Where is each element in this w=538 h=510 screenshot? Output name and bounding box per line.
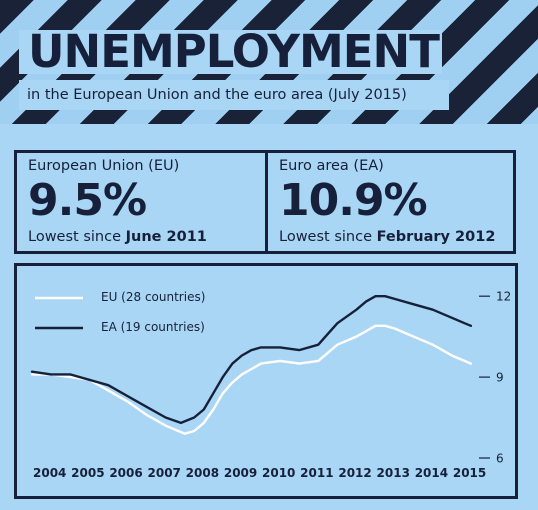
x-tick-label-2010: 2010 — [262, 466, 295, 480]
ea-stat-note: Lowest since February 2012 — [279, 229, 495, 245]
x-tick-label-2009: 2009 — [224, 466, 257, 480]
subtitle-backdrop — [19, 80, 449, 110]
ea-stat-name: Euro area (EA) — [279, 158, 384, 174]
eu-stat-note: Lowest since June 2011 — [28, 229, 207, 245]
series-line-ea — [30, 295, 473, 425]
x-tick-label-2005: 2005 — [71, 466, 104, 480]
x-tick-label-2008: 2008 — [186, 466, 219, 480]
stats-panel: European Union (EU) 9.5% Lowest since Ju… — [14, 150, 516, 254]
page-title: UNEMPLOYMENT — [28, 25, 440, 78]
eu-stat-value: 9.5% — [28, 175, 147, 226]
x-tick-label-2007: 2007 — [148, 466, 181, 480]
stat-divider — [265, 153, 268, 251]
x-tick-label-2006: 2006 — [109, 466, 142, 480]
ea-note-highlight: February 2012 — [376, 229, 496, 245]
y-tick-label-9: 9 — [496, 371, 504, 385]
ea-stat-card: Euro area (EA) 10.9% Lowest since Februa… — [279, 153, 515, 251]
eu-note-prefix: Lowest since — [28, 229, 126, 245]
x-tick-label-2012: 2012 — [338, 466, 371, 480]
eu-stat-card: European Union (EU) 9.5% Lowest since Ju… — [28, 153, 260, 251]
x-tick-label-2004: 2004 — [33, 466, 66, 480]
x-tick-label-2015: 2015 — [453, 466, 486, 480]
eu-stat-name: European Union (EU) — [28, 158, 180, 174]
y-tick-label-12: 12 — [496, 290, 511, 304]
series-line-eu — [30, 324, 473, 435]
unemployment-line-chart: 6 9 12 2004 2005 2006 2007 2008 2009 2010 2011 2012… — [30, 290, 511, 480]
chart-panel: 6 9 12 2004 2005 2006 2007 2008 2009 2010 2011 2012… — [14, 263, 518, 499]
legend-label-eu: EU (28 countries) — [101, 290, 205, 304]
eu-note-highlight: June 2011 — [125, 229, 207, 245]
title-backdrop — [19, 30, 442, 74]
x-tick-label-2014: 2014 — [415, 466, 448, 480]
ea-stat-value: 10.9% — [279, 175, 428, 226]
page-subtitle: in the European Union and the euro area … — [27, 87, 407, 103]
legend-label-ea: EA (19 countries) — [101, 320, 205, 334]
x-tick-label-2013: 2013 — [377, 466, 410, 480]
x-tick-label-2011: 2011 — [300, 466, 333, 480]
ea-note-prefix: Lowest since — [279, 229, 377, 245]
y-tick-label-6: 6 — [496, 452, 504, 466]
